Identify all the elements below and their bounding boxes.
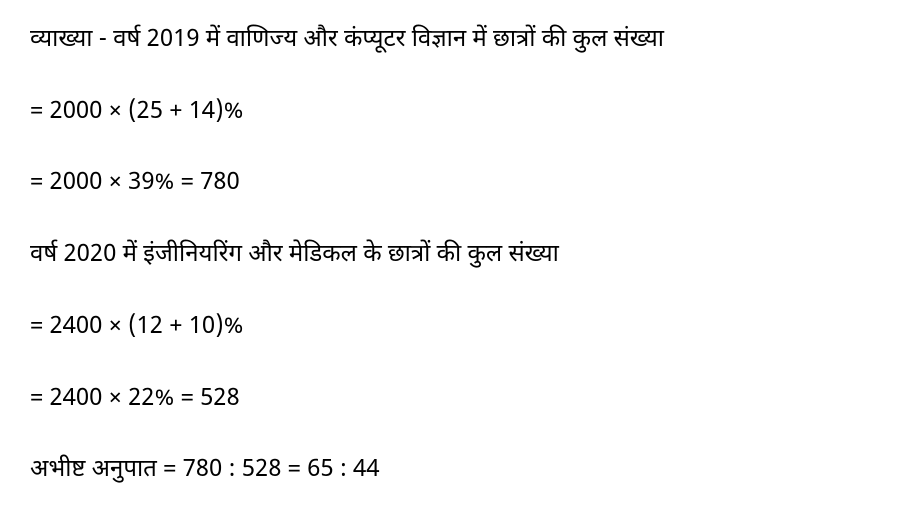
line-calc-2020-setup: = 2400 × (12 + 10)% — [30, 311, 876, 345]
line-required-ratio: अभीष्ट अनुपात = 780 : 528 = 65 : 44 — [30, 454, 876, 488]
line-calc-2019-setup: = 2000 × (25 + 14)% — [30, 96, 876, 130]
line-calc-2019-result: = 2000 × 39% = 780 — [30, 167, 876, 201]
line-calc-2020-result: = 2400 × 22% = 528 — [30, 383, 876, 417]
line-explanation-heading: व्याख्या - वर्ष 2019 में वाणिज्य और कंप्… — [30, 24, 876, 58]
explanation-document: व्याख्या - वर्ष 2019 में वाणिज्य और कंप्… — [0, 0, 906, 512]
line-2020-heading: वर्ष 2020 में इंजीनियरिंग और मेडिकल के छ… — [30, 239, 876, 273]
